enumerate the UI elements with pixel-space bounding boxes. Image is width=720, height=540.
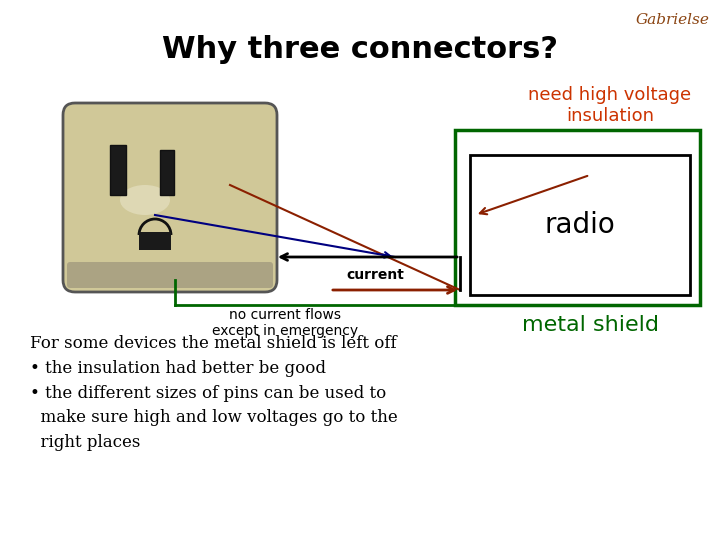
Text: current: current: [346, 268, 404, 282]
Ellipse shape: [120, 185, 170, 215]
Bar: [470, 155, 690, 295]
Text: Why three connectors?: Why three connectors?: [162, 35, 558, 64]
FancyBboxPatch shape: [67, 262, 273, 288]
Bar: [455, 130, 700, 305]
Text: For some devices the metal shield is left off
• the insulation had better be goo: For some devices the metal shield is lef…: [30, 335, 397, 451]
Bar: [110, 145, 126, 195]
Text: no current flows
except in emergency: no current flows except in emergency: [212, 308, 358, 338]
Bar: [139, 232, 171, 250]
Text: need high voltage
insulation: need high voltage insulation: [528, 86, 692, 125]
FancyBboxPatch shape: [63, 103, 277, 292]
Text: Gabrielse: Gabrielse: [636, 13, 710, 27]
Text: metal shield: metal shield: [521, 315, 659, 335]
Bar: [65, 105, 275, 290]
Bar: [160, 150, 174, 195]
Text: radio: radio: [544, 211, 616, 239]
